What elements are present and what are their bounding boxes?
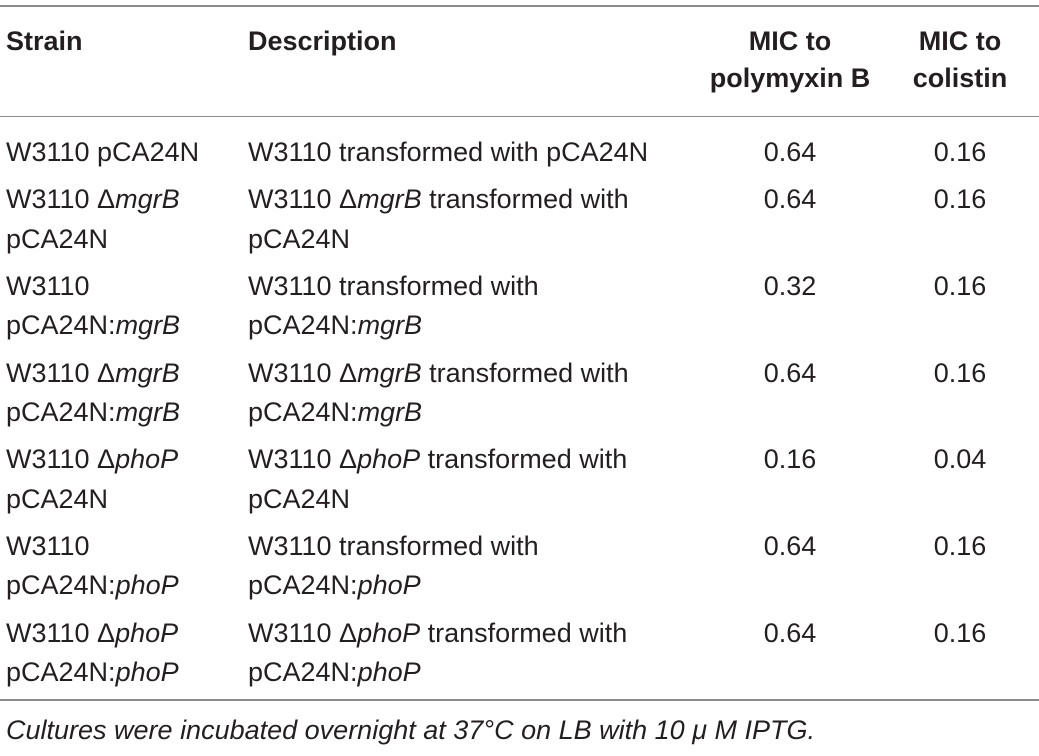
header-mic-polymyxin-line2: polymyxin B <box>709 63 871 93</box>
header-mic-colistin-line1: MIC to <box>918 26 1002 56</box>
description-cell-line2: pCA24N <box>248 484 351 514</box>
strain-cell: W3110 ΔmgrB <box>6 184 180 214</box>
mic-colistin-cell: 0.16 <box>933 618 987 648</box>
mic-colistin-cell: 0.16 <box>933 184 987 214</box>
mic-polymyxin-cell: 0.16 <box>763 444 817 474</box>
description-cell: W3110 ΔmgrB transformed with <box>248 184 629 214</box>
strain-cell: W3110 ΔphoP <box>6 618 179 648</box>
strain-cell-line2: pCA24N <box>6 484 109 514</box>
strain-cell-line2: pCA24N:mgrB <box>6 310 181 340</box>
strain-cell-line2: pCA24N <box>6 224 109 254</box>
mic-colistin-cell: 0.16 <box>933 531 987 561</box>
table-bottom-rule <box>0 699 1039 701</box>
mic-polymyxin-cell: 0.64 <box>763 531 817 561</box>
mic-colistin-cell: 0.16 <box>933 271 987 301</box>
description-cell: W3110 ΔphoP transformed with <box>248 618 628 648</box>
mic-polymyxin-cell: 0.32 <box>763 271 817 301</box>
description-cell-line2: pCA24N <box>248 224 351 254</box>
mic-polymyxin-cell: 0.64 <box>763 618 817 648</box>
strain-cell-line2: pCA24N:phoP <box>6 657 179 687</box>
strain-cell-line2: pCA24N:mgrB <box>6 397 181 427</box>
description-cell: W3110 ΔphoP transformed with <box>248 444 628 474</box>
strain-cell: W3110 ΔphoP <box>6 444 179 474</box>
mic-colistin-cell: 0.16 <box>933 358 987 388</box>
description-cell: W3110 transformed with <box>248 271 539 301</box>
strain-cell: W3110 <box>6 531 90 561</box>
description-cell-line2: pCA24N:phoP <box>248 657 421 687</box>
table-top-rule <box>0 5 1039 7</box>
description-cell: W3110 ΔmgrB transformed with <box>248 358 629 388</box>
header-mic-colistin-line2: colistin <box>912 63 1008 93</box>
mic-colistin-cell: 0.16 <box>933 137 987 167</box>
strain-cell: W3110 ΔmgrB <box>6 358 180 388</box>
strain-cell: W3110 <box>6 271 90 301</box>
strain-cell-line2: pCA24N:phoP <box>6 570 179 600</box>
description-cell: W3110 transformed with pCA24N <box>248 137 649 167</box>
mic-polymyxin-cell: 0.64 <box>763 358 817 388</box>
description-cell-line2: pCA24N:mgrB <box>248 397 423 427</box>
description-cell-line2: pCA24N:phoP <box>248 570 421 600</box>
table-footnote: Cultures were incubated overnight at 37°… <box>6 715 815 745</box>
mic-colistin-cell: 0.04 <box>933 444 987 474</box>
header-mic-polymyxin-line1: MIC to <box>748 26 832 56</box>
header-rule <box>0 116 1039 117</box>
strain-cell: W3110 pCA24N <box>6 137 200 167</box>
mic-polymyxin-cell: 0.64 <box>763 137 817 167</box>
header-description: Description <box>248 26 397 56</box>
header-strain: Strain <box>6 26 83 56</box>
description-cell: W3110 transformed with <box>248 531 539 561</box>
mic-polymyxin-cell: 0.64 <box>763 184 817 214</box>
description-cell-line2: pCA24N:mgrB <box>248 310 423 340</box>
